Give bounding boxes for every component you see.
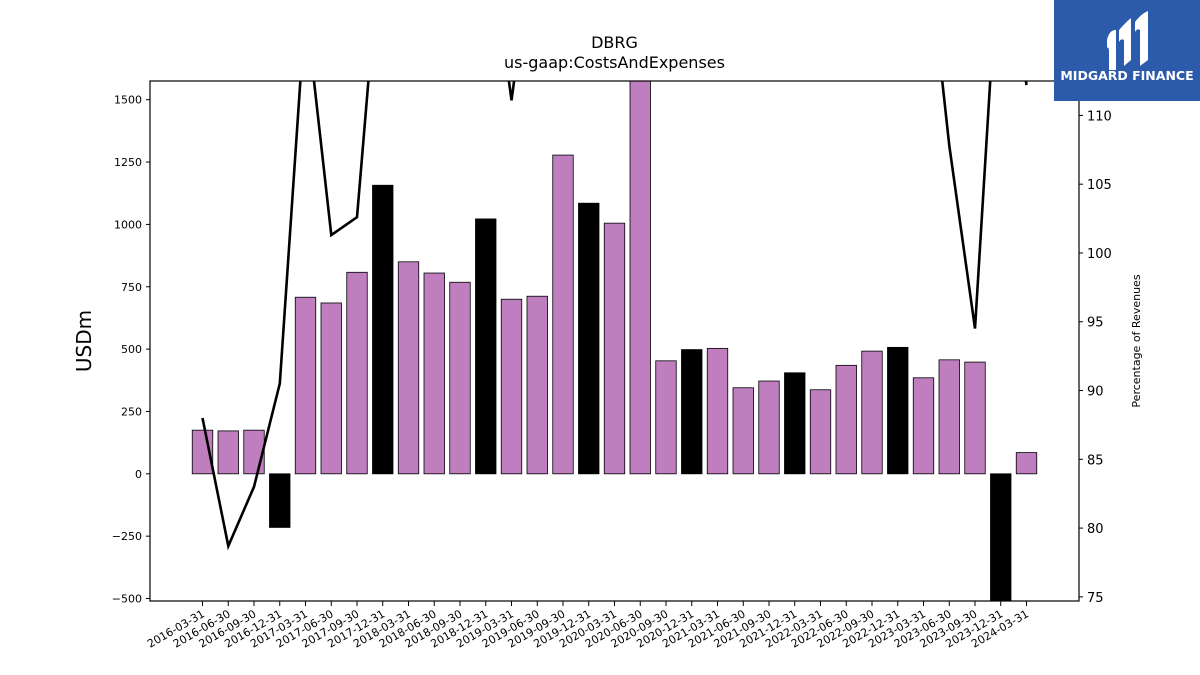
y2-tick-label: 95 [1087, 316, 1104, 331]
y2-tick-label: 105 [1087, 178, 1112, 193]
y-axis-left: −500 −250 0 250 500 750 1000 1250 1500 [112, 94, 150, 606]
y-axis-right: 75 80 85 90 95 100 105 110 [1079, 109, 1112, 606]
bar-2019-12-31 [578, 202, 600, 475]
y-tick-label: −250 [112, 530, 142, 543]
bar-2022-06-30 [835, 364, 857, 475]
bar-2017-03-31 [294, 296, 317, 475]
bar-2020-03-31 [603, 222, 626, 475]
percentage-line [201, 81, 1028, 551]
bar-2020-09-30 [655, 360, 677, 475]
bar-2017-09-30 [346, 271, 368, 475]
brand-logo: MIDGARD FINANCE [1054, 0, 1200, 101]
y-tick-label: 1500 [114, 94, 142, 107]
bar-2022-12-31 [887, 346, 909, 475]
bar-2021-09-30 [758, 380, 780, 475]
bar-2018-03-31 [397, 261, 420, 475]
bar-group [191, 81, 1038, 601]
bar-2019-09-30 [552, 154, 574, 475]
y-tick-label: 1000 [114, 218, 142, 231]
y-axis-label: USDm [72, 310, 96, 372]
bar-2017-12-31 [372, 184, 394, 475]
bar-2016-12-31 [269, 473, 291, 528]
bar-2021-12-31 [784, 372, 806, 475]
bar-2016-09-30 [243, 429, 265, 475]
bar-2020-12-31 [681, 349, 703, 475]
y-tick-label: −500 [112, 593, 142, 606]
y-tick-label: 1250 [114, 156, 142, 169]
y-tick-label: 0 [135, 468, 142, 481]
logo-mark-icon [1107, 11, 1148, 70]
y-axis-label-right: Percentage of Revenues [1130, 274, 1143, 407]
bar-2017-06-30 [320, 302, 342, 475]
bar-2022-09-30 [861, 350, 883, 475]
logo-text: MIDGARD FINANCE [1060, 68, 1193, 83]
y-tick-label: 250 [121, 405, 142, 418]
bar-2019-06-30 [526, 295, 548, 475]
bar-2023-06-30 [938, 359, 960, 475]
bar-2022-03-31 [809, 389, 832, 475]
chart-subtitle: us-gaap:CostsAndExpenses [504, 53, 725, 72]
y2-tick-label: 100 [1087, 247, 1112, 262]
bar-2018-12-31 [475, 218, 497, 475]
bar-2023-03-31 [912, 377, 935, 475]
bar-2023-09-30 [964, 361, 986, 475]
chart-title: DBRG [591, 33, 638, 52]
y-tick-label: 750 [121, 281, 142, 294]
bar-2016-06-30 [217, 430, 239, 475]
y2-tick-label: 80 [1087, 522, 1104, 537]
bar-2018-09-30 [449, 281, 471, 475]
y2-tick-label: 85 [1087, 453, 1104, 468]
bar-2019-03-31 [500, 298, 523, 475]
x-axis: 2016-03-312016-06-302016-09-302016-12-31… [145, 601, 1031, 651]
bar-2023-12-31 [990, 473, 1012, 601]
y2-tick-label: 110 [1087, 109, 1112, 124]
y2-tick-label: 90 [1087, 385, 1104, 400]
y-tick-label: 500 [121, 343, 142, 356]
bar-2020-06-30 [629, 81, 651, 475]
bar-2021-06-30 [732, 387, 754, 475]
y2-tick-label: 75 [1087, 591, 1104, 606]
bar-2024-03-31 [1015, 452, 1038, 475]
line-group [201, 81, 1028, 551]
bar-2021-03-31 [706, 347, 729, 475]
bar-2018-06-30 [423, 272, 445, 475]
